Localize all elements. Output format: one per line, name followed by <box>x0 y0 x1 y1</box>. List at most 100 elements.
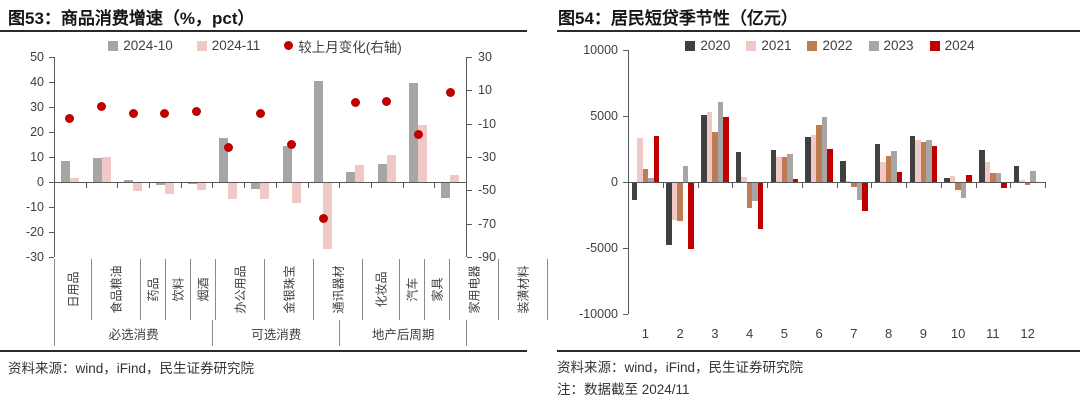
legend-label: 2024-10 <box>123 38 173 53</box>
bar-2020-month-2 <box>666 183 672 246</box>
bar-2021-month-3 <box>706 112 713 182</box>
x-axis-tick <box>180 183 182 188</box>
x-axis-baseline <box>54 182 467 183</box>
right-y-axis-tick <box>467 157 472 158</box>
x-axis-tick <box>85 183 87 188</box>
bar-2022-month-2 <box>677 183 683 222</box>
left-y-axis-label: 0 <box>37 175 44 189</box>
bar-2020-month-6 <box>805 137 811 182</box>
bar-2021-month-8 <box>880 162 886 182</box>
category-cell-食品粮油: 食品粮油 <box>92 259 142 320</box>
left-y-axis-label: 30 <box>30 100 44 114</box>
change-dot-烟酒 <box>192 106 202 116</box>
figure-53-title-rule <box>0 30 527 32</box>
legend-dot-marker <box>284 41 294 50</box>
right-y-axis-label: -70 <box>478 216 497 231</box>
bar-2024-11-家具 <box>386 155 396 182</box>
legend-square-marker <box>746 40 757 51</box>
group-cell-地产后周期: 地产后周期 <box>340 320 467 346</box>
month-label-11: 11 <box>986 326 1000 341</box>
right-y-axis-label: -10 <box>478 116 497 131</box>
month-label-12: 12 <box>1020 326 1035 341</box>
legend-label: 2024 <box>944 38 975 53</box>
bar-2024-11-化妆品 <box>323 183 333 249</box>
bar-2024-month-3 <box>723 117 729 182</box>
change-dot-办公用品 <box>223 142 233 152</box>
legend-item-2020: 2020 <box>685 38 730 53</box>
bar-2024-10-烟酒 <box>187 183 197 184</box>
y-axis-tick <box>623 248 628 249</box>
figure-54-note: 注：数据截至 2024/11 <box>557 382 690 397</box>
legend-label: 2021 <box>761 38 792 53</box>
month-label-1: 1 <box>641 326 649 341</box>
right-y-axis-label: 10 <box>478 83 492 98</box>
bar-2024-10-装潢材料 <box>441 183 451 198</box>
category-cell-烟酒: 烟酒 <box>191 259 217 320</box>
category-cell-金银珠宝: 金银珠宝 <box>265 259 315 320</box>
legend-item-2024: 2024 <box>929 38 975 53</box>
figure-53-title: 图53：商品消费增速（%，pct） <box>8 9 255 28</box>
bar-2024-10-日用品 <box>60 161 70 182</box>
legend-item-2024-10: 2024-10 <box>108 38 173 53</box>
figure-53-source: 资料来源：wind，iFind，民生证券研究院 <box>8 361 255 376</box>
bar-2024-month-5 <box>792 178 799 182</box>
x-axis-tick <box>117 183 119 188</box>
left-y-axis-label: 20 <box>30 125 44 139</box>
x-axis-tick <box>697 183 699 188</box>
bar-2020-month-5 <box>770 150 777 182</box>
x-axis-tick <box>212 183 214 188</box>
y-axis-label: 5000 <box>590 109 618 123</box>
x-axis-tick <box>149 183 151 188</box>
month-label-10: 10 <box>950 326 966 341</box>
bar-2023-month-5 <box>787 154 793 182</box>
x-axis-tick <box>307 183 309 188</box>
category-cell-日用品: 日用品 <box>55 259 93 320</box>
group-cell-可选消费: 可选消费 <box>213 320 341 346</box>
bar-2020-month-3 <box>701 114 707 182</box>
bar-2020-month-4 <box>735 152 742 182</box>
category-label: 金银珠宝 <box>282 265 297 314</box>
bar-2023-month-11 <box>995 173 1002 182</box>
x-axis-tick <box>1010 183 1012 188</box>
category-label: 家具 <box>430 277 445 302</box>
bar-2021-month-11 <box>984 161 991 182</box>
bar-2024-11-办公用品 <box>228 183 238 199</box>
x-axis-tick <box>244 183 246 188</box>
bar-2022-month-4 <box>746 183 753 209</box>
left-y-axis-label: -20 <box>25 225 44 239</box>
month-label-8: 8 <box>885 326 893 341</box>
bar-2020-month-7 <box>840 160 846 182</box>
legend-square-marker <box>196 40 207 51</box>
bar-2021-month-9 <box>915 140 921 182</box>
right-y-axis-label: -90 <box>478 250 497 264</box>
x-axis-tick <box>871 183 873 188</box>
bar-2024-10-办公用品 <box>219 137 229 182</box>
bar-2023-month-7 <box>856 183 863 201</box>
change-dot-金银珠宝 <box>255 109 265 118</box>
month-label-7: 7 <box>850 326 858 341</box>
bar-2022-month-11 <box>990 173 996 182</box>
left-y-axis-tick <box>49 182 54 183</box>
bar-2024-10-食品粮油 <box>92 157 102 182</box>
bar-2024-10-汽车 <box>346 172 356 182</box>
bar-2024-10-饮料 <box>155 183 165 185</box>
bar-2024-11-通讯器材 <box>291 183 301 203</box>
bar-2021-month-5 <box>776 156 782 182</box>
change-dot-汽车 <box>350 97 360 107</box>
right-y-axis-tick <box>467 223 472 225</box>
bar-2022-month-8 <box>885 155 892 182</box>
legend-label: 2022 <box>822 38 853 53</box>
bar-2024-month-9 <box>931 146 938 182</box>
group-label-row: 必选消费 可选消费 地产后周期 <box>54 320 467 346</box>
y-axis-label: -5000 <box>586 241 618 255</box>
bar-2024-month-4 <box>757 183 764 229</box>
left-y-axis-tick <box>49 157 54 158</box>
month-label-2: 2 <box>676 326 684 341</box>
figure-53-bottom-rule <box>0 350 527 352</box>
bar-2024-11-汽车 <box>355 164 365 182</box>
bar-2022-month-7 <box>851 183 857 187</box>
bar-2020-month-9 <box>909 135 916 182</box>
x-axis-tick <box>801 183 803 188</box>
bar-2021-month-2 <box>671 183 678 220</box>
right-y-axis-tick <box>467 57 472 58</box>
